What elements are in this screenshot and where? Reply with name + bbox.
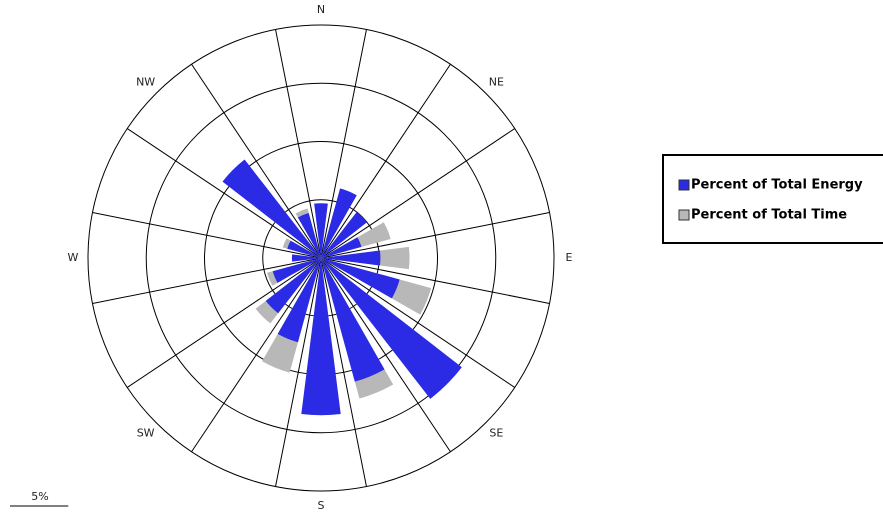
sector-line — [92, 212, 322, 259]
grid-ring — [87, 24, 555, 492]
wedge — [321, 258, 400, 299]
sector-line — [320, 257, 550, 304]
wedge — [321, 188, 357, 258]
wedge — [314, 203, 328, 258]
sector-line — [320, 29, 367, 259]
wedge — [321, 250, 381, 266]
wedge — [321, 258, 462, 399]
wedge — [265, 258, 321, 314]
sector-line — [275, 29, 322, 259]
wedge — [321, 211, 368, 258]
sector-line — [275, 257, 322, 487]
sector-line — [320, 63, 451, 259]
sector-line — [320, 257, 367, 487]
sector-line — [320, 257, 516, 388]
direction-label: SW — [137, 426, 155, 439]
direction-label: E — [566, 251, 573, 264]
wedge — [287, 240, 321, 258]
sector-line — [320, 257, 451, 453]
sector-line — [191, 257, 322, 453]
legend-swatch — [678, 209, 690, 221]
legend-label: Percent of Total Energy — [691, 178, 863, 193]
direction-label: NW — [136, 76, 155, 89]
direction-label: NE — [489, 76, 504, 89]
wedge — [291, 254, 321, 262]
legend-label: Percent of Total Time — [691, 208, 847, 223]
legend-box — [662, 154, 883, 244]
sector-line — [126, 257, 322, 388]
sector-line — [320, 128, 516, 259]
direction-label: SE — [489, 426, 503, 439]
direction-label: S — [318, 499, 325, 510]
wedge — [321, 258, 385, 382]
wedge — [222, 159, 321, 258]
legend-swatch — [678, 179, 690, 191]
sector-line — [191, 63, 322, 259]
wedge — [301, 258, 341, 416]
sector-line — [92, 257, 322, 304]
wedge — [297, 213, 321, 258]
direction-label: W — [68, 251, 79, 264]
grid-ring — [145, 82, 497, 434]
wedge — [272, 258, 321, 283]
wedge — [277, 258, 321, 343]
sector-line — [320, 212, 550, 259]
sector-line — [126, 128, 322, 259]
scale-label: 5% — [31, 490, 48, 503]
wedge — [321, 237, 362, 258]
direction-label: N — [317, 3, 325, 16]
